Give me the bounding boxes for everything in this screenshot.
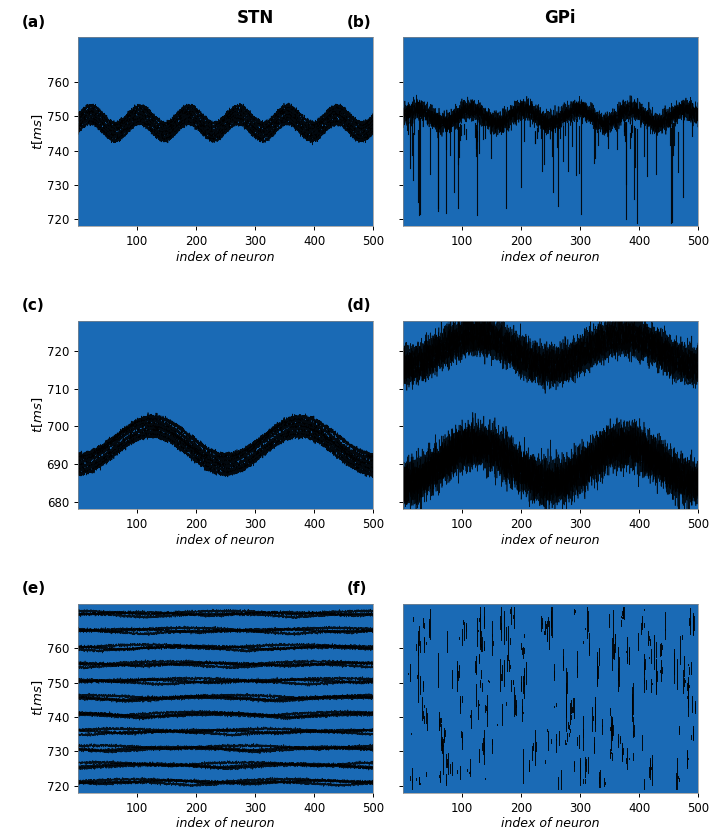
X-axis label: index of neuron: index of neuron [501, 535, 600, 547]
Text: (c): (c) [22, 298, 45, 313]
Text: (b): (b) [347, 15, 372, 30]
Y-axis label: $t[ms]$: $t[ms]$ [30, 680, 45, 716]
Text: (a): (a) [22, 15, 46, 30]
X-axis label: index of neuron: index of neuron [177, 251, 275, 264]
X-axis label: index of neuron: index of neuron [501, 251, 600, 264]
Text: (e): (e) [22, 581, 46, 596]
X-axis label: index of neuron: index of neuron [177, 535, 275, 547]
Text: (d): (d) [347, 298, 372, 313]
X-axis label: index of neuron: index of neuron [177, 818, 275, 830]
Text: STN: STN [237, 8, 274, 27]
Y-axis label: $t[ms]$: $t[ms]$ [30, 397, 45, 433]
Text: (f): (f) [347, 581, 367, 596]
Y-axis label: $t[ms]$: $t[ms]$ [30, 114, 45, 150]
Text: GPi: GPi [545, 8, 576, 27]
X-axis label: index of neuron: index of neuron [501, 818, 600, 830]
